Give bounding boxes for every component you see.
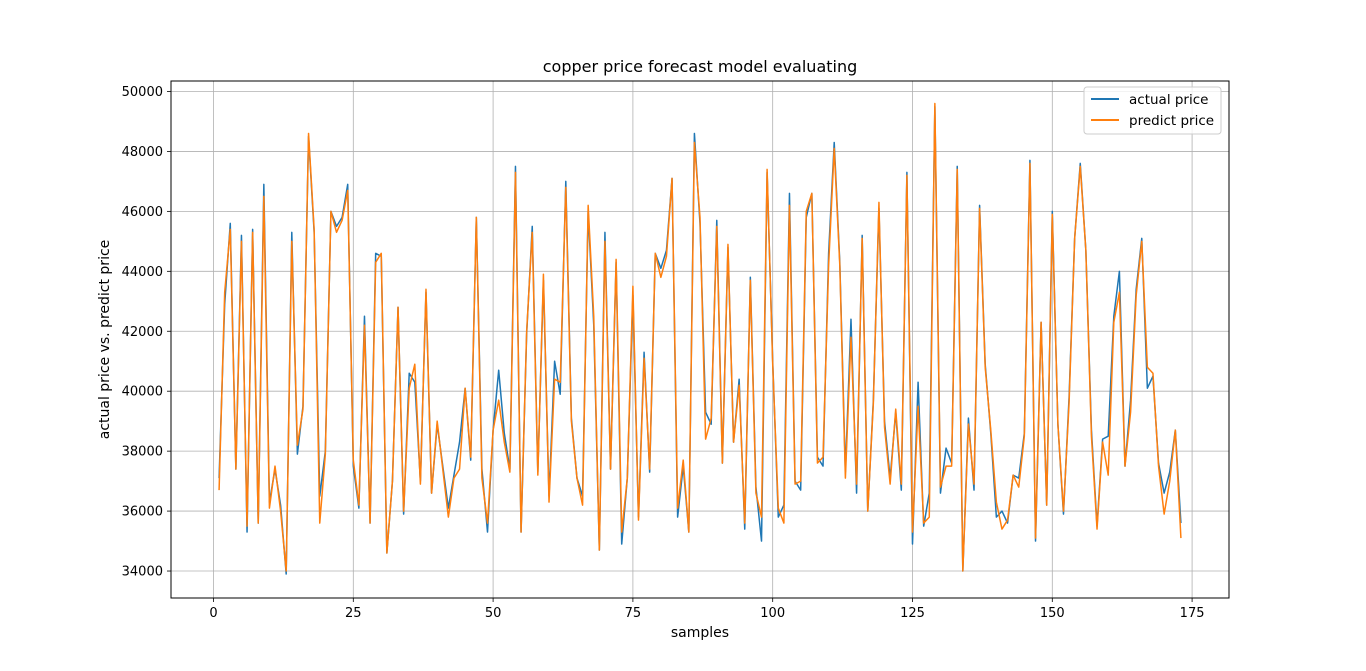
y-tick-label: 46000 — [122, 205, 163, 220]
series-line-predict-price — [218, 102, 1182, 572]
y-tick-label: 40000 — [122, 385, 163, 400]
x-axis-ticks: 0 25 50 75 100 125 150 175 — [209, 598, 1205, 621]
y-tick-label: 48000 — [122, 145, 163, 160]
y-tick-label: 50000 — [122, 85, 163, 100]
y-axis-ticks: 34000 36000 38000 40000 42000 44000 46000 48000… — [122, 85, 171, 580]
plot-frame — [170, 80, 1230, 599]
x-tick-label: 125 — [900, 606, 925, 621]
x-tick-label: 150 — [1040, 606, 1065, 621]
x-axis-label: samples — [671, 625, 729, 641]
x-tick-label: 25 — [345, 606, 362, 621]
x-tick-label: 0 — [209, 606, 217, 621]
y-tick-label: 34000 — [122, 565, 163, 580]
x-tick-label: 175 — [1180, 606, 1205, 621]
legend-label-actual-price: actual price — [1129, 92, 1208, 108]
y-tick-label: 44000 — [122, 265, 163, 280]
x-tick-label: 100 — [760, 606, 785, 621]
y-tick-label: 42000 — [122, 325, 163, 340]
y-axis-label: actual price vs. predict price — [97, 240, 113, 440]
x-tick-label: 50 — [485, 606, 502, 621]
legend: actual price predict price — [1083, 86, 1222, 135]
legend-label-predict-price: predict price — [1129, 113, 1214, 129]
x-tick-label: 75 — [625, 606, 642, 621]
y-tick-label: 38000 — [122, 445, 163, 460]
plot-series — [218, 102, 1182, 575]
y-tick-label: 36000 — [122, 505, 163, 520]
chart-title: copper price forecast model evaluating — [543, 57, 858, 76]
